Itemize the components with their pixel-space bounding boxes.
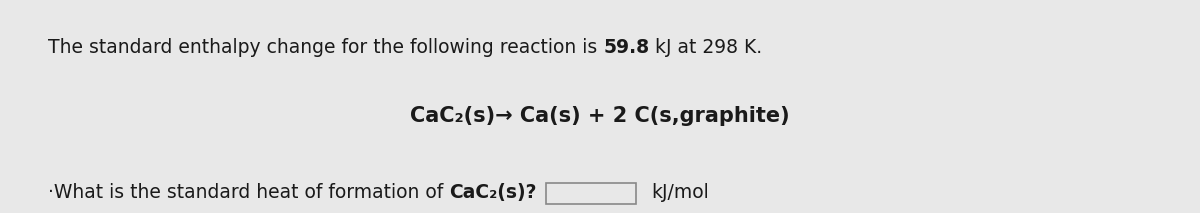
- Text: The standard enthalpy change for the following reaction is: The standard enthalpy change for the fol…: [48, 38, 604, 57]
- Text: CaC₂(s)→ Ca(s) + 2 C(s,graphite): CaC₂(s)→ Ca(s) + 2 C(s,graphite): [410, 106, 790, 127]
- Text: kJ/mol: kJ/mol: [650, 183, 708, 202]
- Bar: [546, 183, 636, 204]
- Text: 59.8: 59.8: [604, 38, 649, 57]
- Text: CaC₂(s)?: CaC₂(s)?: [449, 183, 536, 202]
- Text: kJ at 298 K.: kJ at 298 K.: [649, 38, 762, 57]
- Text: ·What is the standard heat of formation of: ·What is the standard heat of formation …: [48, 183, 449, 202]
